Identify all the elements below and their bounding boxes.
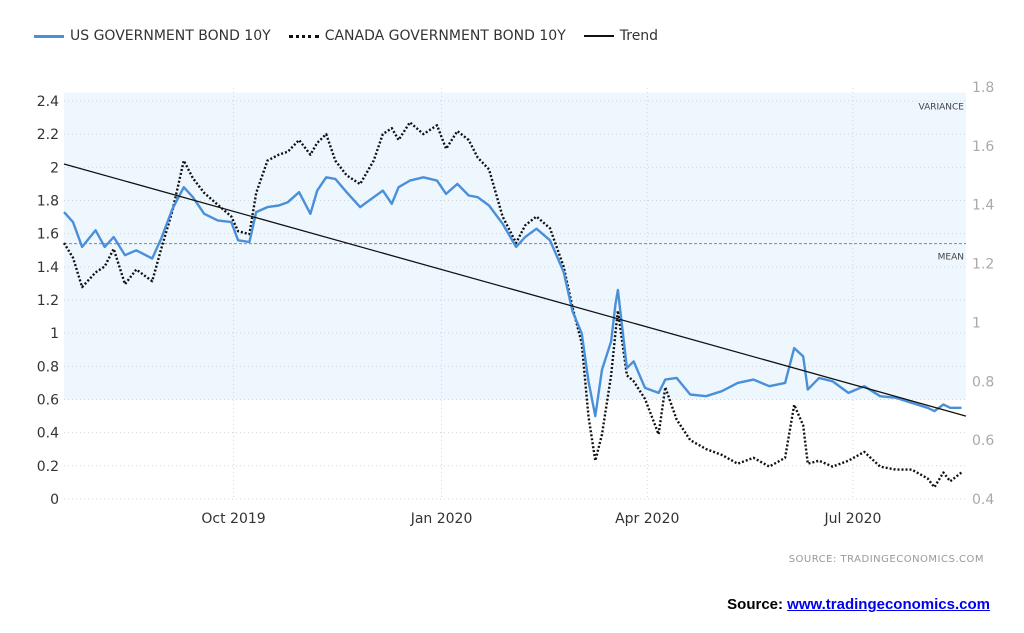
trend-line-swatch xyxy=(583,35,614,37)
source-note: Source: www.tradingeconomics.com xyxy=(727,596,990,613)
y-left-tick-label: 1.2 xyxy=(37,293,59,309)
y-left-tick-label: 0.8 xyxy=(37,359,59,375)
y-left-tick-label: 1 xyxy=(50,326,59,342)
y-left-tick-label: 0.6 xyxy=(37,393,59,409)
axis-ticks: 0 0.2 0.4 0.6 0.8 1 1.2 1.4 1.6 1.8 2 2.2 2.4 0.4 0.6 0… xyxy=(37,80,995,527)
y-right-tick-label: 1.6 xyxy=(972,139,994,155)
legend-item-canada[interactable]: CANADA GOVERNMENT BOND 10Y xyxy=(288,28,566,44)
x-tick-label: Jul 2020 xyxy=(823,511,881,527)
y-left-tick-label: 1.6 xyxy=(37,227,59,243)
variance-label: VARIANCE xyxy=(918,103,964,113)
y-left-tick-label: 0.2 xyxy=(37,459,59,475)
y-right-tick-label: 0.4 xyxy=(972,492,994,508)
y-right-tick-label: 0.8 xyxy=(972,374,994,390)
canada-bond-line xyxy=(62,121,963,489)
y-left-tick-label: 2.2 xyxy=(37,127,59,143)
y-right-tick-label: 0.6 xyxy=(972,433,994,449)
trend-line xyxy=(63,163,967,417)
legend-trend-label: Trend xyxy=(619,28,659,44)
legend-item-us[interactable]: US GOVERNMENT BOND 10Y xyxy=(34,28,271,44)
legend-item-trend[interactable]: Trend xyxy=(583,28,659,44)
us-bond-line xyxy=(63,176,962,418)
canada-line-swatch xyxy=(288,34,319,38)
y-left-tick-label: 0 xyxy=(50,492,59,508)
y-right-tick-label: 1.4 xyxy=(972,198,994,214)
y-left-tick-label: 2.4 xyxy=(37,94,59,110)
x-tick-label: Oct 2019 xyxy=(201,511,265,527)
grid-lines xyxy=(64,88,966,500)
chart-legend: US GOVERNMENT BOND 10Y CANADA GOVERNMENT… xyxy=(34,28,676,44)
y-left-tick-label: 1.8 xyxy=(37,194,59,210)
source-prefix: Source: xyxy=(727,596,788,613)
y-left-tick-label: 1.4 xyxy=(37,260,59,276)
source-link[interactable]: www.tradingeconomics.com xyxy=(787,596,990,613)
y-right-tick-label: 1.8 xyxy=(972,80,994,96)
us-line-swatch xyxy=(34,34,64,38)
source-note-small: SOURCE: TRADINGECONOMICS.COM xyxy=(788,554,984,565)
y-right-tick-label: 1.2 xyxy=(972,257,994,273)
series-lines xyxy=(62,121,967,489)
legend-us-label: US GOVERNMENT BOND 10Y xyxy=(70,28,271,44)
legend-canada-label: CANADA GOVERNMENT BOND 10Y xyxy=(324,28,566,44)
y-right-tick-label: 1 xyxy=(972,315,981,331)
mean-label: MEAN xyxy=(938,253,964,263)
y-left-tick-label: 0.4 xyxy=(37,426,59,442)
y-left-tick-label: 2 xyxy=(50,160,59,176)
x-tick-label: Jan 2020 xyxy=(410,511,473,527)
x-tick-label: Apr 2020 xyxy=(615,511,679,527)
